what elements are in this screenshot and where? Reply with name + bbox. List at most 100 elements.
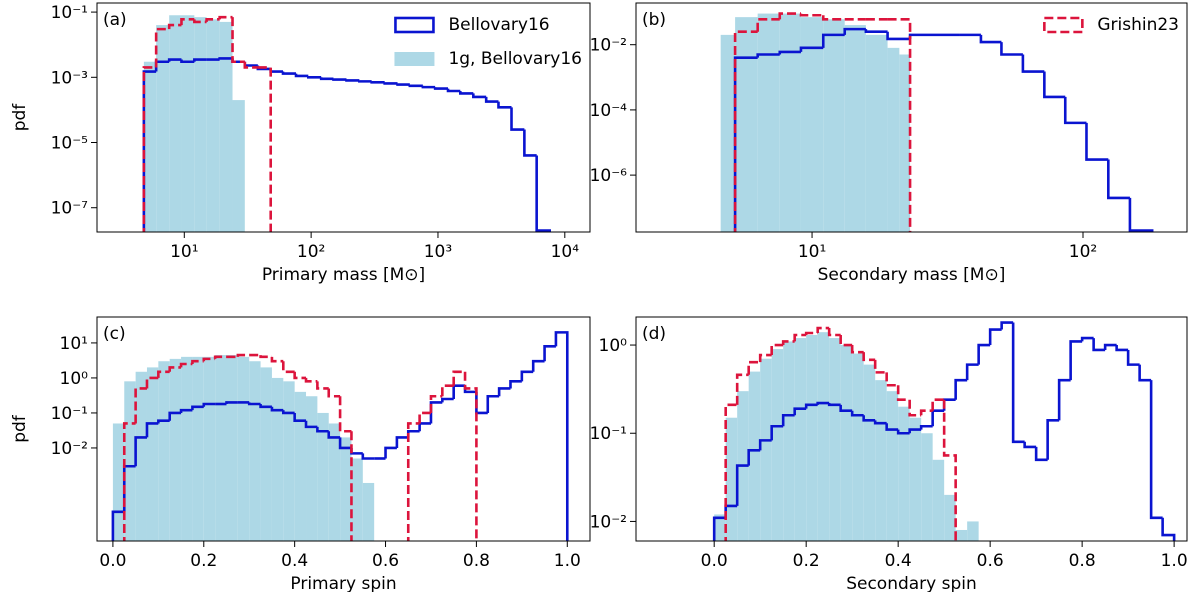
hist-bar [783,341,795,541]
hist-step [111,510,125,541]
hist-step [157,370,170,378]
hist-step [886,31,911,41]
panel: 10⁻⁷ 10⁻⁵ 10⁻³ 10⁻¹ 10¹ 10² 10³ 10⁴ Primary mass… [10,2,591,285]
hist-bar [226,355,238,541]
axes-frame [96,316,591,542]
hist-step [793,407,807,416]
hist-step [931,409,945,427]
hist-step [756,53,780,58]
hist-step [839,335,853,347]
hist-step [418,422,431,432]
hist-step [919,424,933,430]
legend: Bellovary16 1g, Bellovary16 [394,15,582,69]
hist-bar [340,437,352,541]
hist-step [735,373,749,405]
hist-step [205,18,220,22]
hist-step [931,398,945,411]
hist-step [202,357,216,362]
hist-step [770,424,784,441]
hist-bar [306,396,318,541]
hist-step [1000,321,1014,330]
hist-step [168,411,182,421]
hist-step [799,46,824,52]
x-tick-label: 10² [1069,242,1097,262]
hist-step [421,85,436,89]
hist-step [523,129,537,157]
x-tick-label: 0.2 [793,551,820,571]
hist-bar [328,423,341,541]
y-tick-label: 10⁻² [590,36,627,56]
hist-step [1103,343,1117,350]
hist-bar [156,25,170,232]
hist-bar [909,417,922,541]
x-axis-label: Secondary mass [M⊙] [818,265,1006,285]
hist-bar [967,521,979,541]
hist-bar [899,54,911,232]
x-tick-label: 10¹ [798,242,826,262]
hist-step [864,29,888,34]
hist-step [167,23,182,30]
hist-step [383,82,398,85]
hist-step [180,59,195,64]
hist-step [259,355,272,359]
hist-step [497,387,511,397]
hist-bar [124,381,136,541]
hist-step [850,345,864,354]
hist-step [433,87,449,90]
hist-step [463,371,478,541]
hist-step [919,409,933,416]
hist-bar [135,371,147,541]
hist-step [213,355,227,359]
hist-step [168,366,182,372]
hist-bar [887,47,900,232]
hist-step [472,93,487,99]
hist-bar [169,15,182,232]
hist-step [408,84,423,88]
hist-bar [237,356,250,541]
legend-swatch [1043,16,1084,34]
hist-step [908,399,922,417]
hist-step [862,415,876,422]
hist-step [554,331,569,541]
hist-bar [232,100,245,232]
hist-step [191,359,204,364]
legend-label: 1g, Bellovary16 [448,49,582,69]
hist-bar [169,358,182,541]
x-axis-label: Secondary spin [846,574,977,592]
hist-bar [283,381,295,541]
hist-step [1021,54,1045,73]
hist-step [446,88,461,93]
hist-step [270,356,284,363]
y-tick-label: 10⁻⁷ [51,199,89,219]
hist-bar [112,423,125,541]
hist-bar [800,17,824,232]
hist-step [942,399,957,541]
hist-step [843,27,866,35]
hist-step [756,18,780,32]
hist-step [770,343,784,356]
hist-bar [760,358,772,541]
hist-step [316,381,329,390]
hist-step [733,30,758,232]
hist-bar [143,61,157,232]
y-tick-label: 10⁻⁴ [590,101,628,121]
hist-bar [932,459,945,541]
hist-step [259,404,272,409]
hist-step [316,426,329,433]
hist-step [850,410,864,417]
hist-bar [823,19,845,232]
hist-step [327,388,341,398]
hist-step [350,447,363,455]
hist-step [781,413,795,427]
hist-bar [720,34,736,232]
hist-step [304,420,318,429]
x-tick-label: 10³ [424,242,452,262]
hist-step [1092,338,1106,352]
hist-bar [317,412,329,541]
hist-bar [725,417,738,541]
hist-step [977,343,991,365]
hist-bar [898,406,910,541]
hist-bar [875,380,887,541]
hist-step [191,405,204,411]
hist-bar [351,458,363,541]
